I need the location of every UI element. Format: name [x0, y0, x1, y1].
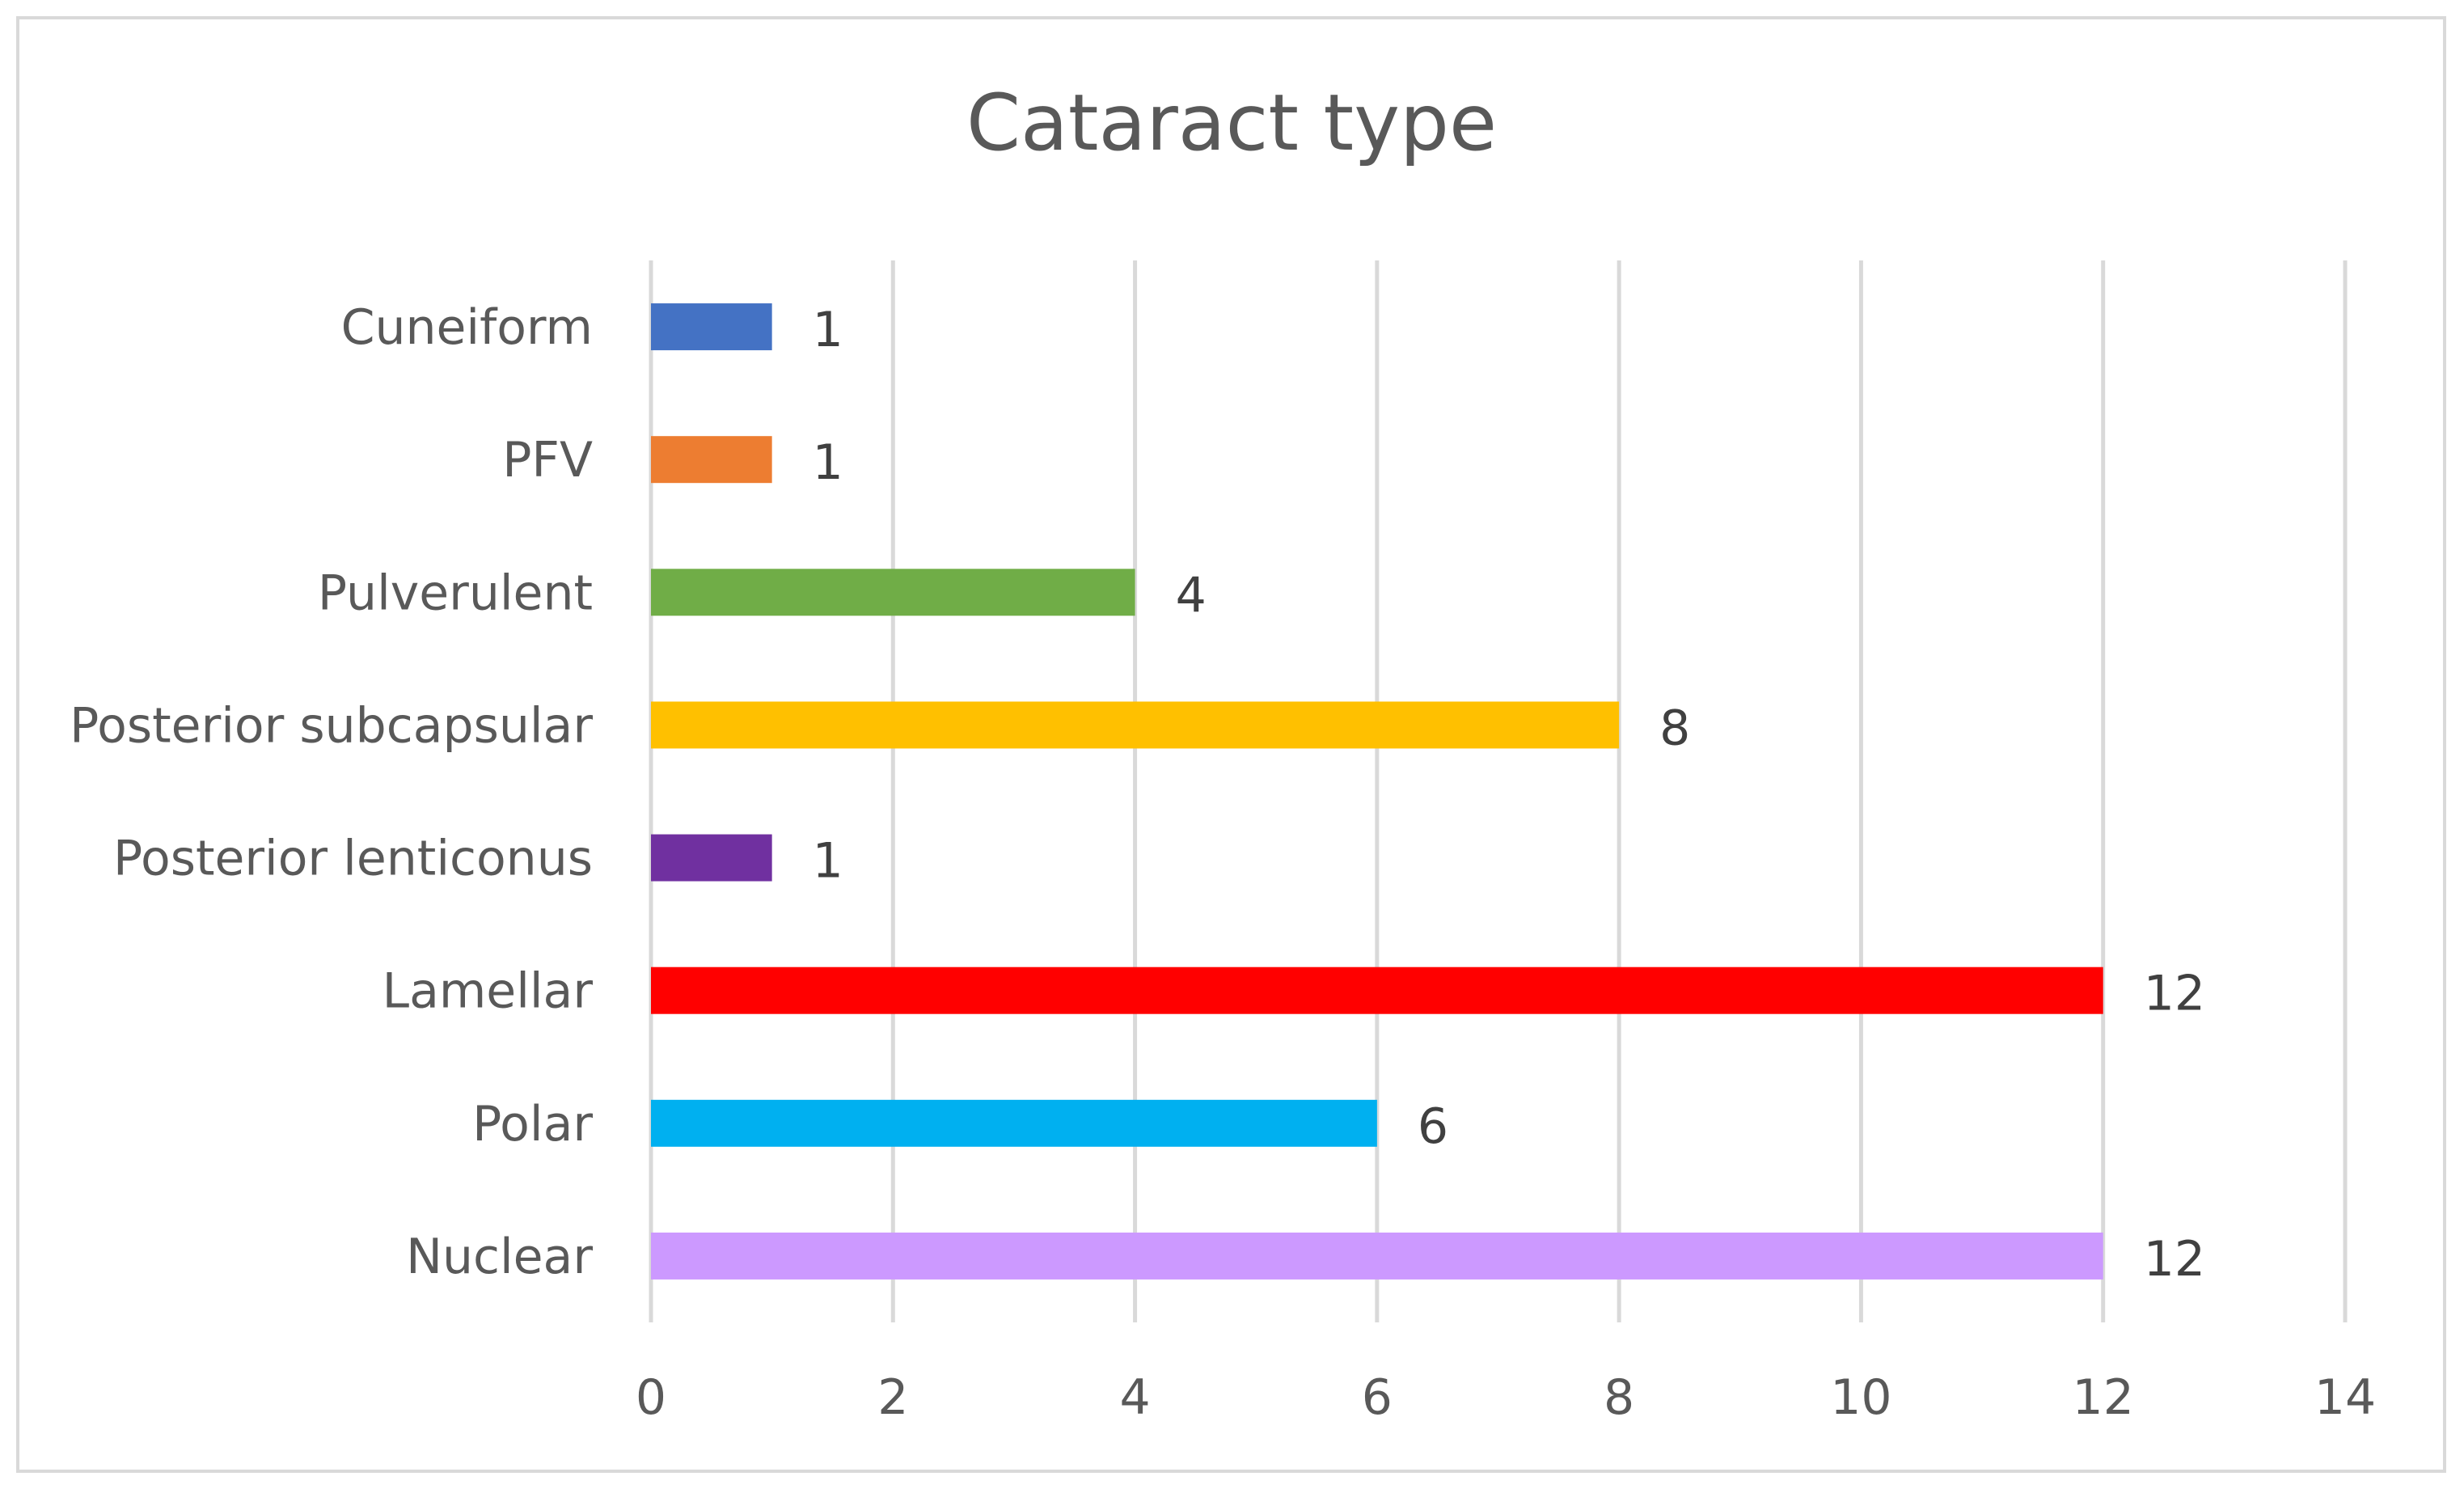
x-tick-label: 12 [2073, 1369, 2134, 1426]
data-labels: 1 1 4 8 1 12 6 12 [813, 302, 2205, 1288]
x-tick-label: 8 [1604, 1369, 1634, 1426]
x-tick-label: 0 [636, 1369, 666, 1426]
data-label: 4 [1176, 567, 1207, 624]
chart-title: Cataract type [966, 78, 1497, 168]
bar-posterior-subcapsular [651, 701, 1620, 749]
gridlines [649, 260, 2348, 1322]
category-label: Posterior lenticonus [113, 831, 593, 887]
bar-pfv [651, 436, 772, 484]
bar-cuneiform [651, 303, 772, 351]
data-label: 8 [1659, 700, 1690, 756]
category-label: Posterior subcapsular [70, 697, 593, 754]
x-tick-label: 2 [877, 1369, 908, 1426]
x-tick-label: 4 [1119, 1369, 1150, 1426]
data-label: 12 [2144, 966, 2205, 1022]
data-label: 12 [2144, 1231, 2205, 1288]
data-label: 1 [813, 833, 843, 890]
category-label: Nuclear [406, 1229, 593, 1285]
value-axis-tick-labels: 0 2 4 6 8 10 12 14 [636, 1369, 2376, 1426]
category-label: Lamellar [382, 963, 594, 1020]
category-label: Cuneiform [341, 299, 593, 356]
data-label: 1 [813, 434, 843, 491]
bars [651, 303, 2103, 1280]
data-label: 1 [813, 302, 843, 358]
bar-nuclear [651, 1232, 2103, 1280]
bar-polar [651, 1099, 1377, 1147]
bar-pulverulent [651, 569, 1135, 616]
category-label: Pulverulent [318, 565, 593, 621]
category-label: PFV [502, 432, 593, 489]
x-tick-label: 10 [1830, 1369, 1891, 1426]
bar-lamellar [651, 967, 2103, 1014]
bar-posterior-lenticonus [651, 834, 772, 882]
data-label: 6 [1418, 1098, 1448, 1155]
category-axis-labels: Cuneiform PFV Pulverulent Posterior subcaps… [70, 299, 593, 1285]
category-label: Polar [472, 1096, 593, 1153]
x-tick-label: 14 [2314, 1369, 2376, 1426]
x-tick-label: 6 [1362, 1369, 1393, 1426]
